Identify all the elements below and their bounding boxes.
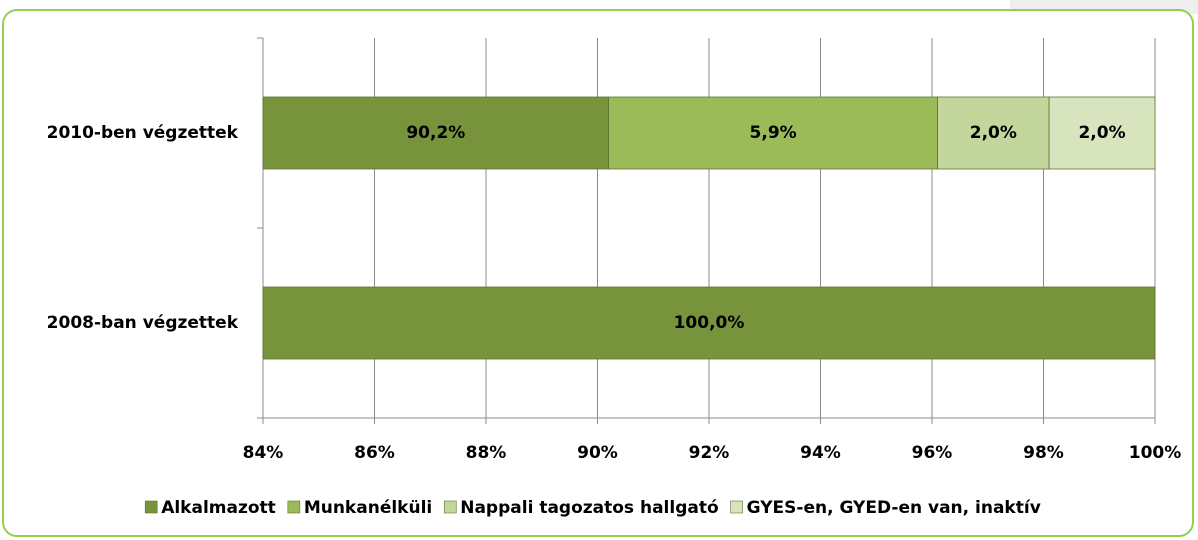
bar-segment <box>937 96 1050 170</box>
x-tick-label: 98% <box>1023 443 1064 463</box>
data-label: 100,0% <box>674 313 745 333</box>
x-tick-label: 90% <box>577 443 618 463</box>
bar-segment <box>608 96 938 170</box>
bar-segment <box>262 96 610 170</box>
legend-swatch <box>443 500 457 514</box>
x-tick-label: 92% <box>689 443 730 463</box>
x-tick-label: 100% <box>1129 443 1182 463</box>
x-tick-label: 86% <box>354 443 395 463</box>
legend-swatch <box>730 500 743 514</box>
legend-swatch <box>287 500 301 514</box>
bar-segment <box>262 286 1156 360</box>
x-tick-label: 88% <box>466 443 507 463</box>
data-label: 5,9% <box>750 123 797 143</box>
legend-label: Alkalmazott <box>161 498 276 518</box>
legend-label: Nappali tagozatos hallgató <box>460 498 718 518</box>
data-label: 90,2% <box>406 123 465 143</box>
x-tick-label: 96% <box>912 443 953 463</box>
legend-label: Munkanélküli <box>304 498 432 518</box>
x-tick-label: 94% <box>800 443 841 463</box>
bar-segment <box>1048 96 1156 170</box>
y-tick-label: 2010-ben végzettek <box>47 123 239 143</box>
data-label: 2,0% <box>970 123 1017 143</box>
legend-label: GYES-en, GYED-en van, inaktív <box>747 498 1041 518</box>
y-tick-label: 2008-ban végzettek <box>47 313 239 333</box>
x-tick-label: 84% <box>243 443 284 463</box>
data-label: 2,0% <box>1078 123 1125 143</box>
legend-swatch <box>144 500 158 514</box>
